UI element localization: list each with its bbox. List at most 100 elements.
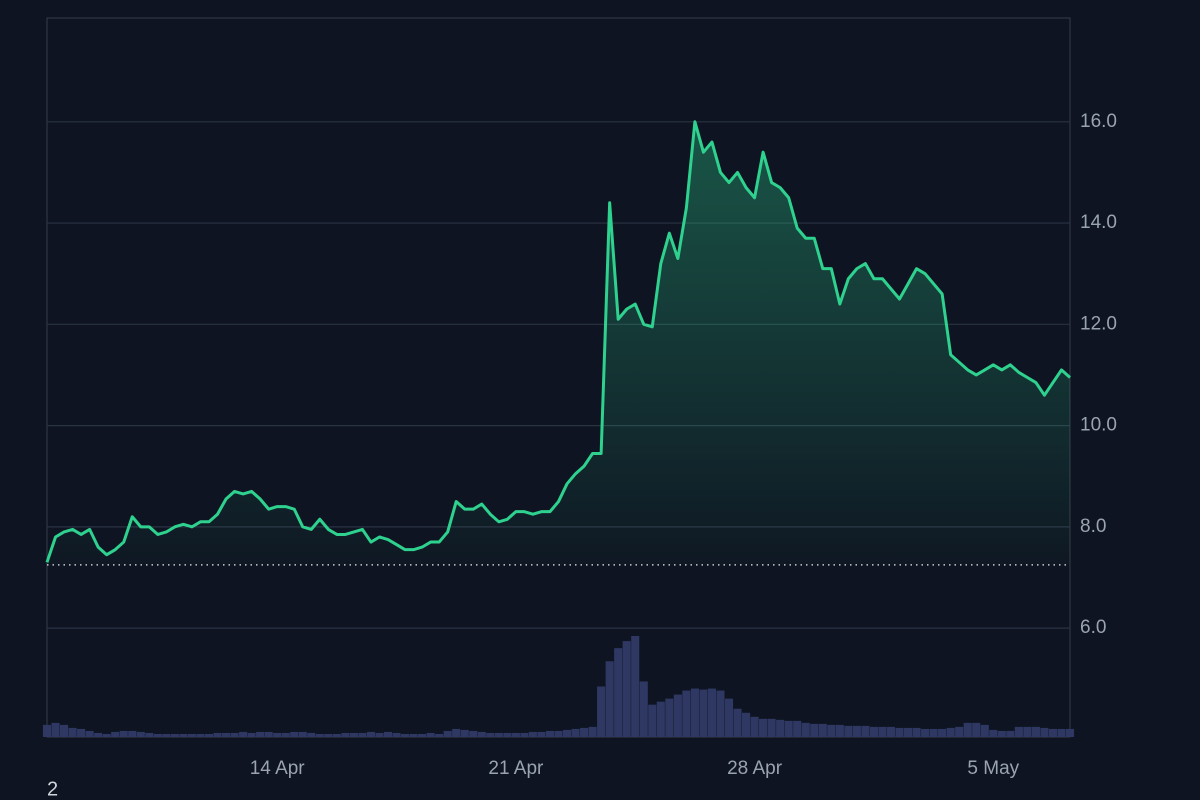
volume-bar xyxy=(443,730,452,737)
volume-bar xyxy=(136,731,145,737)
volume-bar xyxy=(989,729,998,737)
volume-bar xyxy=(307,732,316,737)
volume-bar xyxy=(418,733,427,737)
volume-bar xyxy=(511,732,520,737)
volume-bar xyxy=(1014,726,1023,737)
volume-bar xyxy=(639,681,648,737)
volume-bar xyxy=(520,732,529,737)
volume-bar xyxy=(392,732,401,737)
volume-bar xyxy=(742,712,751,737)
volume-bar xyxy=(170,733,179,737)
volume-bar xyxy=(656,701,665,737)
volume-bar xyxy=(793,720,802,737)
volume-bar xyxy=(298,731,307,737)
volume-bar xyxy=(903,727,913,737)
volume-bar xyxy=(256,731,265,737)
volume-bar xyxy=(503,732,512,737)
volume-bar xyxy=(707,688,716,737)
volume-bar xyxy=(801,722,810,737)
volume-bar xyxy=(1006,730,1015,737)
volume-bar xyxy=(366,731,375,737)
volume-bar xyxy=(102,733,111,737)
volume-bar xyxy=(51,722,60,737)
volume-bar xyxy=(750,716,759,737)
x-tick-label: 5 May xyxy=(967,758,1019,779)
volume-bar xyxy=(562,729,572,737)
volume-bar xyxy=(401,733,410,737)
volume-bar xyxy=(588,726,597,737)
volume-bar xyxy=(818,723,827,737)
y-tick-label: 14.0 xyxy=(1080,212,1117,233)
volume-bar xyxy=(614,648,623,737)
volume-bar xyxy=(963,722,972,737)
volume-bar xyxy=(759,718,768,737)
volume-bar xyxy=(68,727,77,737)
volume-bar xyxy=(972,722,981,737)
volume-bar xyxy=(724,698,734,737)
volume-bar xyxy=(324,733,333,737)
volume-bar xyxy=(486,732,495,737)
volume-bar xyxy=(878,726,887,737)
volume-bar xyxy=(869,726,878,737)
volume-bar xyxy=(571,728,580,737)
volume-bar xyxy=(767,718,776,737)
volume-bar xyxy=(580,727,589,737)
volume-bar xyxy=(827,724,836,737)
volume-bar xyxy=(852,725,861,737)
price-area xyxy=(47,121,1070,565)
volume-bar xyxy=(290,731,299,737)
volume-bar xyxy=(435,733,444,737)
volume-bar xyxy=(469,730,478,737)
volume-bar xyxy=(622,641,631,737)
volume-bar xyxy=(375,732,384,737)
volume-bar xyxy=(528,731,537,737)
volume-bar xyxy=(1057,728,1066,737)
volume-bar xyxy=(273,732,282,737)
volume-bar xyxy=(383,731,393,737)
volume-bar xyxy=(213,732,222,737)
volume-bar xyxy=(682,690,691,737)
volume-bar xyxy=(145,732,154,737)
volume-bar xyxy=(545,730,555,737)
y-tick-label: 10.0 xyxy=(1080,415,1117,436)
volume-bar xyxy=(162,733,171,737)
volume-bar xyxy=(77,728,86,737)
volume-bar xyxy=(1023,726,1032,737)
volume-bar xyxy=(673,694,682,737)
volume-bar xyxy=(358,732,367,737)
volume-bar xyxy=(153,733,162,737)
volume-bar xyxy=(230,732,239,737)
volume-bar xyxy=(85,730,94,737)
volume-bar xyxy=(733,708,742,737)
volume-bar xyxy=(997,730,1006,737)
volume-bar xyxy=(946,727,955,737)
x-tick-label: 21 Apr xyxy=(488,758,544,779)
footnote: 2 xyxy=(47,778,58,800)
y-tick-label: 16.0 xyxy=(1080,111,1117,132)
volume-bar xyxy=(196,733,205,737)
volume-bar xyxy=(690,688,699,737)
volume-bar xyxy=(204,733,214,737)
volume-bar xyxy=(477,731,486,737)
volume-bar xyxy=(648,704,657,737)
volume-bar xyxy=(861,725,870,737)
volume-bar xyxy=(426,732,435,737)
volume-bar xyxy=(597,686,606,737)
y-tick-label: 12.0 xyxy=(1080,313,1117,334)
volume-bar xyxy=(537,731,546,737)
volume-bar xyxy=(111,731,120,737)
volume-bar xyxy=(980,724,989,737)
volume-bar xyxy=(239,731,248,737)
x-tick-label: 28 Apr xyxy=(727,758,783,779)
volume-bar xyxy=(94,732,103,737)
price-line xyxy=(45,120,1071,563)
y-tick-label: 8.0 xyxy=(1080,516,1106,537)
volume-bar xyxy=(247,732,256,737)
volume-bar xyxy=(776,719,785,737)
volume-bar xyxy=(955,726,964,737)
volume-bar xyxy=(605,661,614,737)
volume-bar xyxy=(349,732,358,737)
volume-bar xyxy=(221,732,231,737)
volume-bar xyxy=(844,725,853,737)
volume-bar xyxy=(315,733,324,737)
